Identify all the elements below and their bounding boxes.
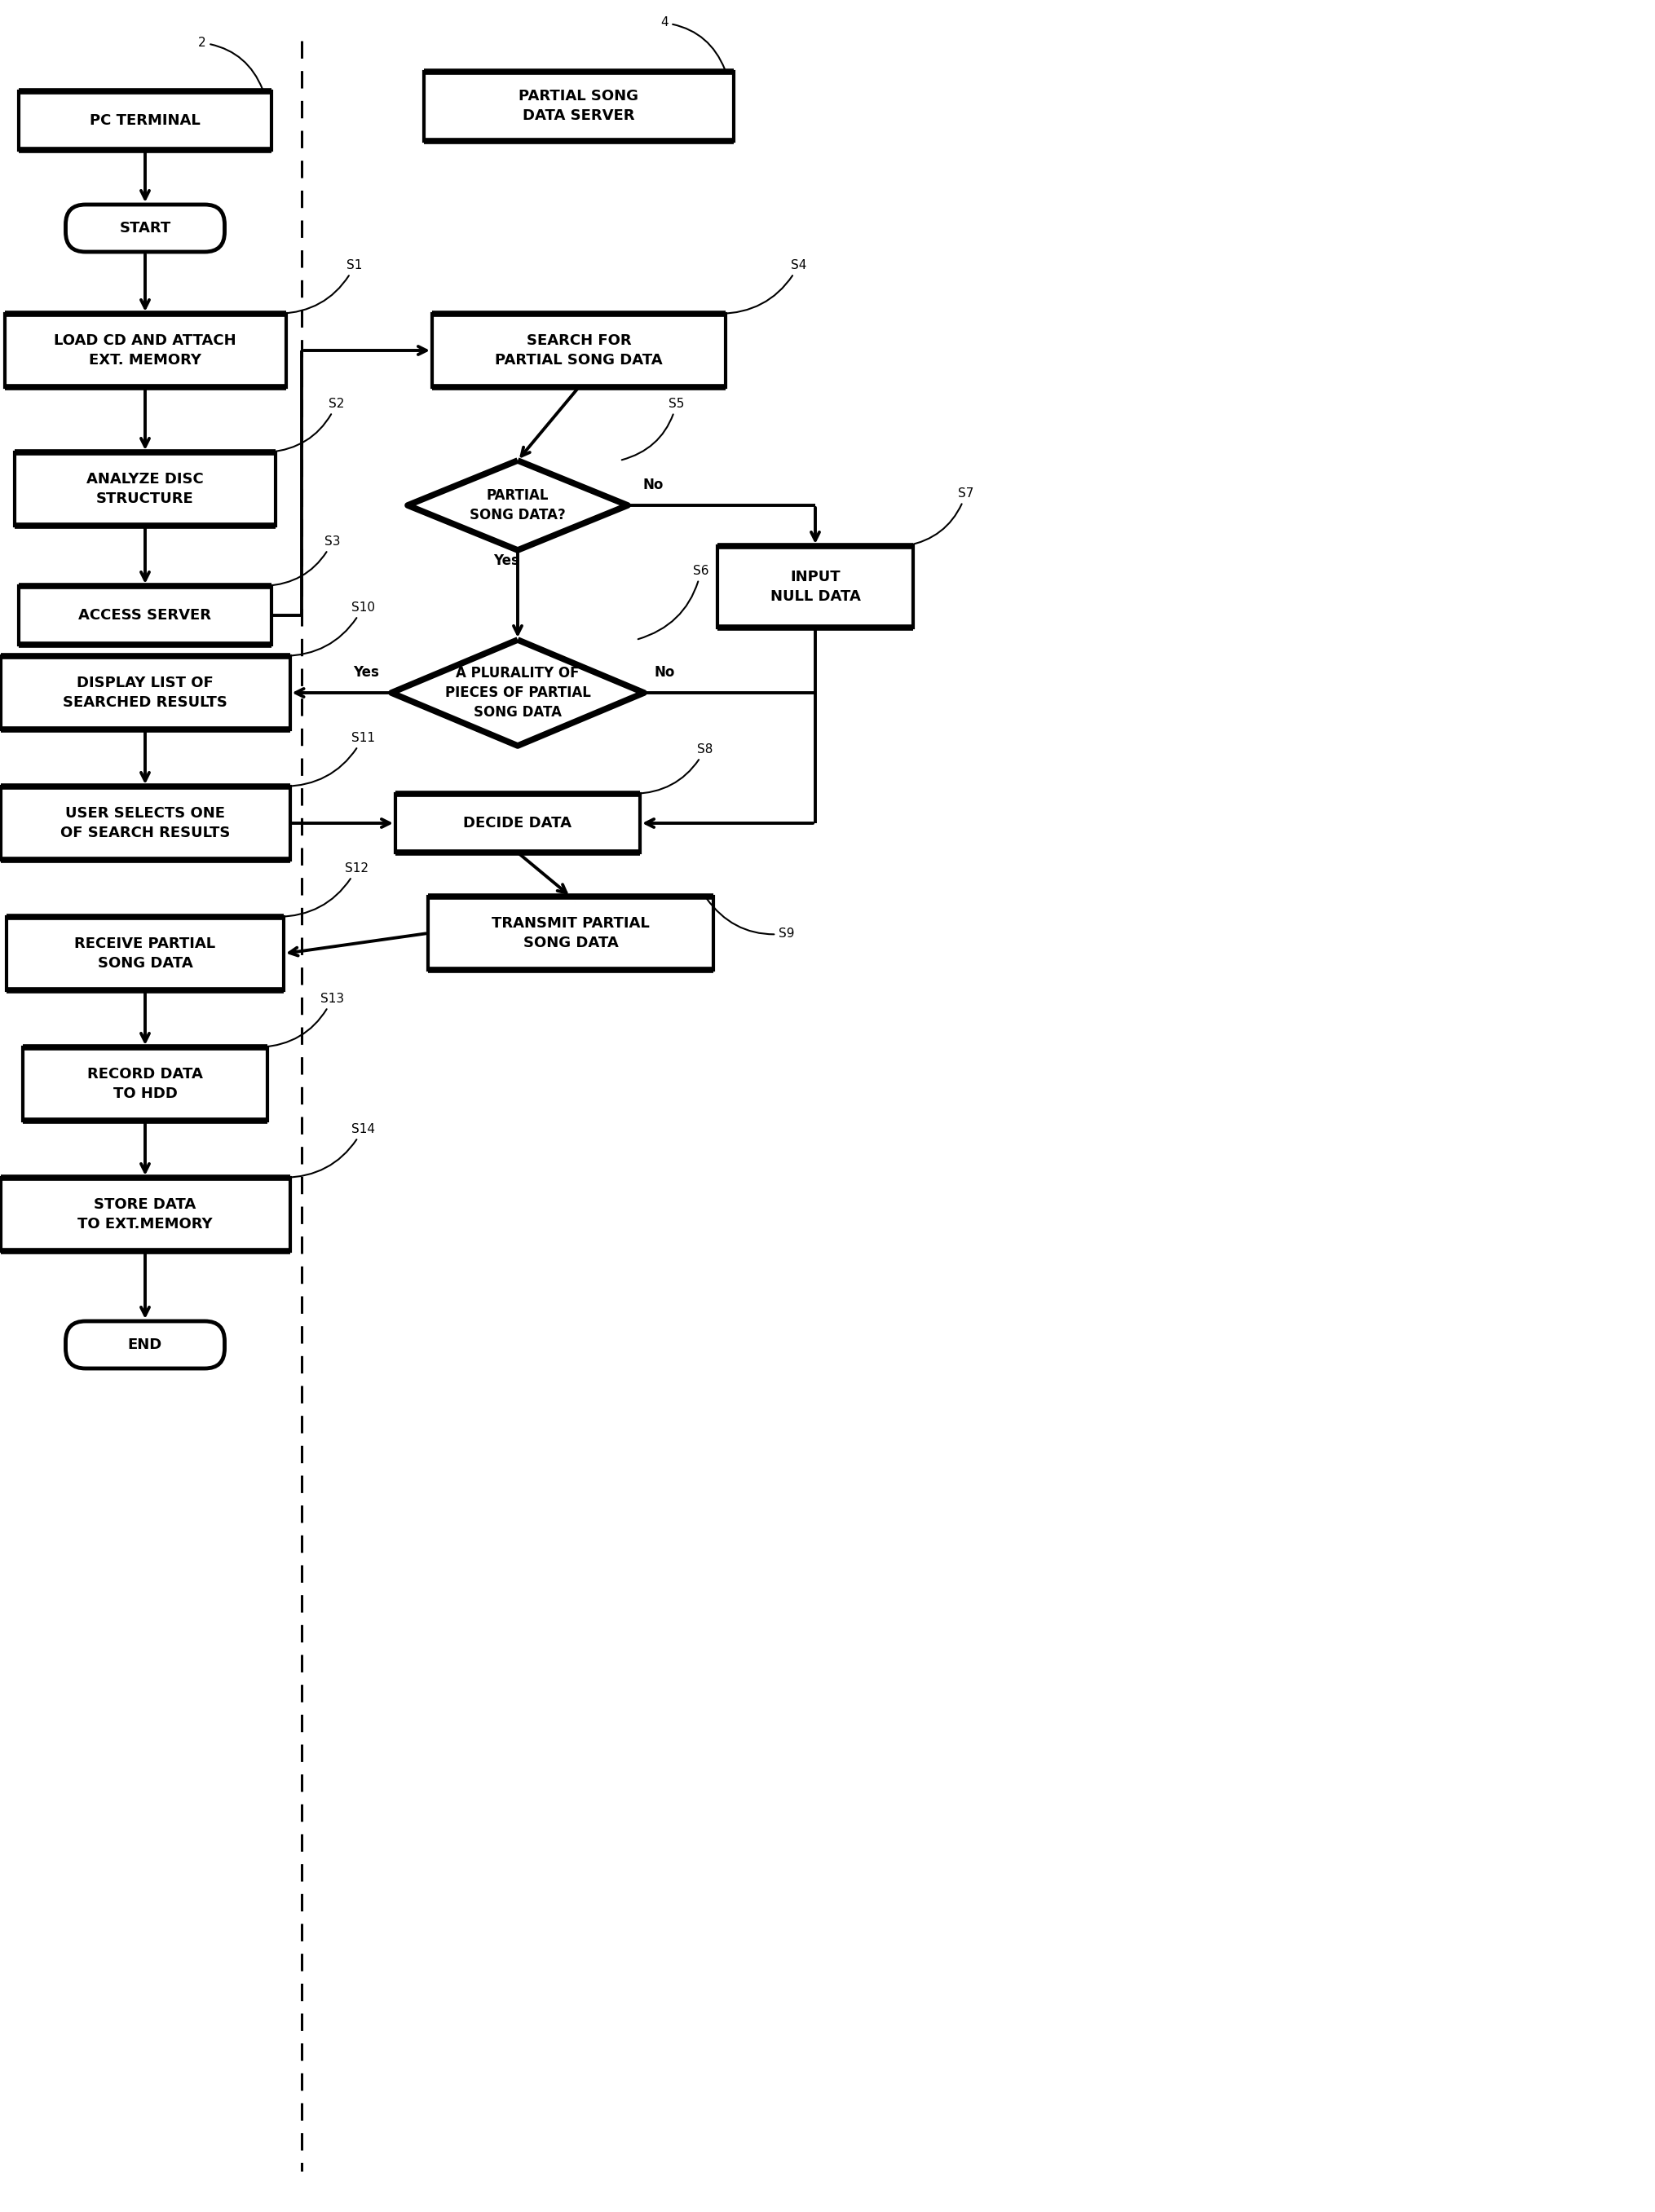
Bar — [0, 787, 290, 860]
Text: USER SELECTS ONE
OF SEARCH RESULTS: USER SELECTS ONE OF SEARCH RESULTS — [60, 805, 230, 841]
Text: S6: S6 — [637, 564, 708, 639]
Polygon shape — [391, 639, 644, 745]
Bar — [23, 1046, 266, 1121]
Bar — [427, 896, 713, 969]
Text: DISPLAY LIST OF
SEARCHED RESULTS: DISPLAY LIST OF SEARCHED RESULTS — [63, 677, 227, 710]
Bar — [18, 91, 271, 150]
Text: ANALYZE DISC
STRUCTURE: ANALYZE DISC STRUCTURE — [86, 471, 204, 507]
Text: S12: S12 — [278, 863, 369, 918]
Bar — [7, 918, 283, 991]
Text: S1: S1 — [280, 259, 362, 314]
Bar — [5, 314, 286, 387]
Text: PARTIAL SONG
DATA SERVER: PARTIAL SONG DATA SERVER — [518, 88, 639, 124]
Text: S3: S3 — [265, 535, 341, 586]
Text: 2: 2 — [199, 38, 263, 88]
FancyBboxPatch shape — [66, 1321, 225, 1369]
Bar — [0, 657, 290, 730]
Text: S10: S10 — [283, 602, 374, 657]
Text: PARTIAL
SONG DATA?: PARTIAL SONG DATA? — [470, 489, 566, 522]
Bar — [432, 314, 725, 387]
Text: SEARCH FOR
PARTIAL SONG DATA: SEARCH FOR PARTIAL SONG DATA — [495, 334, 662, 367]
Text: RECORD DATA
TO HDD: RECORD DATA TO HDD — [88, 1066, 204, 1102]
Text: S7: S7 — [907, 487, 973, 546]
Text: No: No — [642, 478, 662, 493]
FancyBboxPatch shape — [66, 204, 225, 252]
Text: S13: S13 — [261, 993, 344, 1046]
Bar — [18, 586, 271, 644]
Text: LOAD CD AND ATTACH
EXT. MEMORY: LOAD CD AND ATTACH EXT. MEMORY — [55, 334, 237, 367]
Text: ACCESS SERVER: ACCESS SERVER — [79, 608, 212, 624]
Text: S5: S5 — [622, 398, 684, 460]
Text: Yes: Yes — [353, 666, 379, 679]
Text: PC TERMINAL: PC TERMINAL — [89, 113, 200, 128]
Text: S2: S2 — [270, 398, 344, 451]
Bar — [0, 1177, 290, 1252]
Text: S14: S14 — [283, 1124, 374, 1177]
Text: RECEIVE PARTIAL
SONG DATA: RECEIVE PARTIAL SONG DATA — [74, 936, 215, 971]
Text: No: No — [654, 666, 674, 679]
Bar — [15, 451, 275, 526]
Text: 4: 4 — [660, 18, 725, 69]
Bar — [424, 71, 733, 142]
Text: A PLURALITY OF
PIECES OF PARTIAL
SONG DATA: A PLURALITY OF PIECES OF PARTIAL SONG DA… — [445, 666, 591, 719]
Text: S4: S4 — [720, 259, 806, 314]
Text: S8: S8 — [634, 743, 713, 794]
Polygon shape — [407, 460, 627, 551]
Text: DECIDE DATA: DECIDE DATA — [463, 816, 571, 830]
Text: S11: S11 — [283, 732, 374, 787]
Bar — [396, 794, 640, 852]
Bar — [717, 546, 912, 628]
Text: START: START — [119, 221, 170, 234]
Text: INPUT
NULL DATA: INPUT NULL DATA — [770, 571, 861, 604]
Text: TRANSMIT PARTIAL
SONG DATA: TRANSMIT PARTIAL SONG DATA — [492, 916, 649, 951]
Text: S9: S9 — [707, 898, 794, 940]
Text: Yes: Yes — [493, 553, 520, 568]
Text: END: END — [127, 1338, 162, 1352]
Text: STORE DATA
TO EXT.MEMORY: STORE DATA TO EXT.MEMORY — [78, 1197, 212, 1232]
